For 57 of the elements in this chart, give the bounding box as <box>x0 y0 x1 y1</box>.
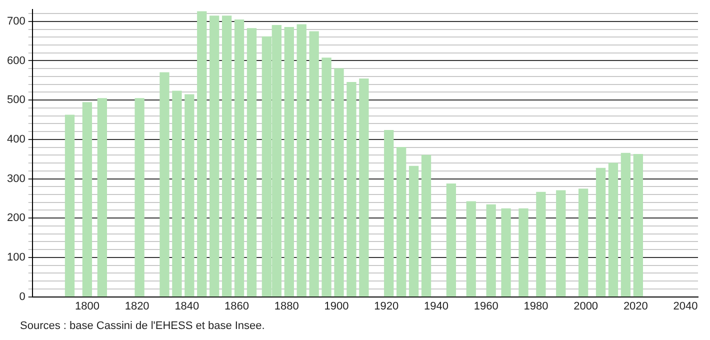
y-tick-label: 500 <box>6 94 26 106</box>
x-tick-label: 1980 <box>524 300 548 312</box>
y-tick-label: 100 <box>6 251 26 264</box>
bar <box>184 94 194 297</box>
bar <box>322 58 332 297</box>
source-note: Sources : base Cassini de l'EHESS et base Insee. <box>20 320 265 332</box>
x-tick-label: 1820 <box>124 300 150 312</box>
bar <box>210 16 220 297</box>
x-tick-label: 1800 <box>74 300 100 312</box>
bar <box>64 114 75 297</box>
x-tick-label: 1840 <box>174 300 200 312</box>
bar <box>359 78 369 297</box>
x-tick-label: 1940 <box>424 300 448 312</box>
bar <box>172 90 182 297</box>
x-tick-label: 1960 <box>474 300 498 312</box>
bar <box>596 168 606 297</box>
y-tick-label: 300 <box>6 172 26 185</box>
bar <box>97 98 107 297</box>
bar <box>384 130 394 297</box>
x-tick-label: 1900 <box>324 300 349 312</box>
bar <box>446 184 456 297</box>
bar <box>346 82 356 297</box>
bar <box>620 152 631 297</box>
bar <box>222 16 232 297</box>
bar <box>486 204 496 297</box>
bar <box>82 102 92 297</box>
bar <box>309 31 319 297</box>
y-tick-label: 600 <box>6 54 26 67</box>
bar <box>633 154 643 297</box>
x-tick-label: 1880 <box>274 300 299 312</box>
x-tick-label: 2040 <box>673 300 698 312</box>
bar <box>296 24 306 297</box>
bar <box>501 208 511 297</box>
bar <box>466 201 476 297</box>
y-tick-label: 700 <box>6 15 26 28</box>
bar <box>556 190 566 297</box>
bar <box>396 146 406 297</box>
x-tick-label: 2020 <box>623 300 648 312</box>
bar <box>246 28 257 297</box>
bar <box>284 26 294 297</box>
bar <box>536 192 546 297</box>
bar <box>334 68 344 297</box>
y-tick-label: 200 <box>6 212 26 224</box>
y-tick-label: 0 <box>19 290 26 303</box>
bar <box>408 166 419 297</box>
bar <box>234 20 244 297</box>
bar <box>518 208 528 297</box>
x-tick-label: 1920 <box>374 300 399 312</box>
x-tick-label: 1860 <box>224 300 250 312</box>
y-tick-label: 400 <box>6 133 26 146</box>
x-tick-label: 2000 <box>574 300 598 312</box>
bar <box>608 162 618 297</box>
bar <box>197 11 207 297</box>
bar <box>134 98 144 297</box>
bar <box>421 154 432 297</box>
bar <box>578 188 588 297</box>
bar <box>160 72 170 297</box>
